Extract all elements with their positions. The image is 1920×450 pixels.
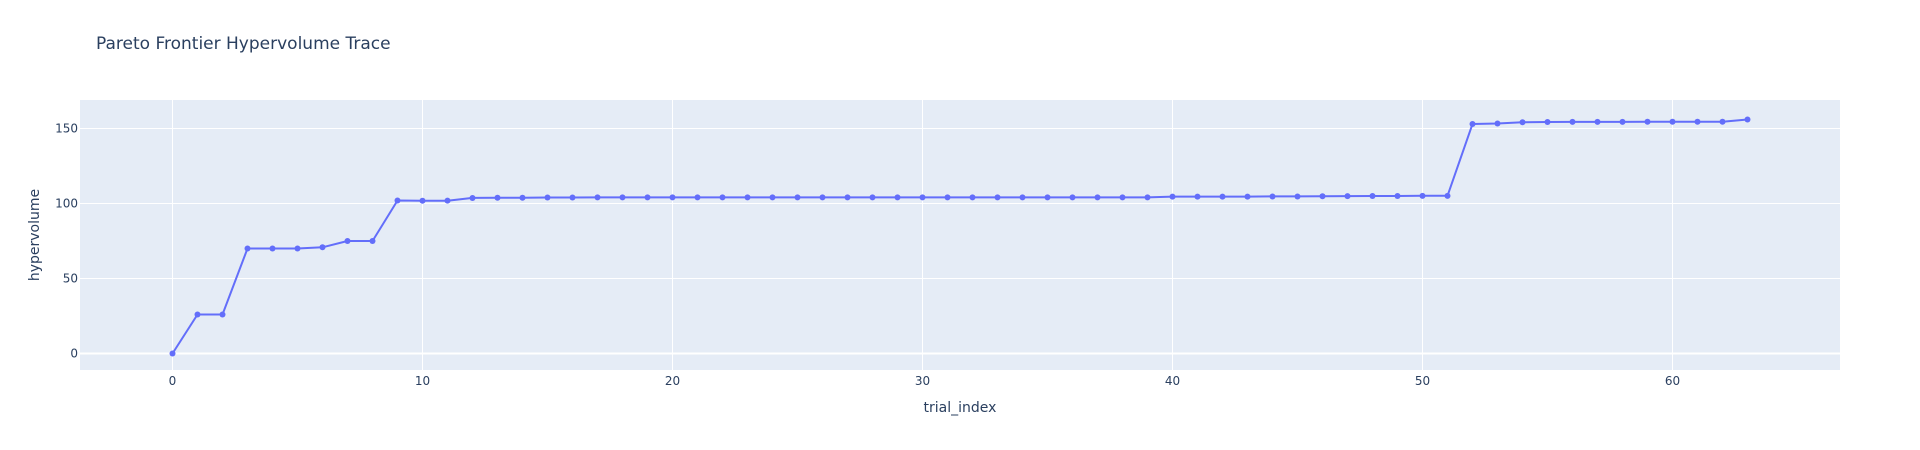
data-point	[1569, 118, 1576, 125]
y-tick-label: 50	[63, 272, 78, 286]
data-point	[969, 194, 976, 201]
data-point	[519, 194, 526, 201]
grid	[80, 100, 1840, 370]
y-tick-label: 150	[55, 122, 78, 136]
data-point	[1194, 193, 1201, 200]
data-point	[669, 194, 676, 201]
data-point	[1669, 118, 1676, 125]
data-point	[369, 238, 376, 244]
data-point	[619, 194, 626, 201]
data-point	[1719, 118, 1726, 125]
data-point	[1019, 194, 1026, 201]
y-axis-title: hypervolume	[27, 189, 43, 281]
data-point	[269, 245, 276, 252]
data-point	[194, 311, 201, 318]
data-point	[244, 245, 251, 252]
data-point	[1344, 193, 1351, 200]
data-point	[719, 194, 726, 201]
data-point	[894, 194, 901, 201]
data-point	[1744, 116, 1751, 123]
data-point	[1169, 193, 1176, 200]
x-tick-label: 30	[915, 374, 930, 388]
data-point	[419, 197, 426, 204]
plot-area	[80, 100, 1840, 370]
data-point	[769, 194, 776, 201]
data-point	[169, 350, 176, 357]
data-point	[1444, 192, 1451, 199]
series-layer	[169, 116, 1751, 357]
x-tick-label: 40	[1165, 374, 1180, 388]
data-point	[1469, 121, 1476, 127]
data-point	[919, 194, 926, 201]
data-point	[1644, 118, 1651, 125]
data-point	[869, 194, 876, 201]
x-tick-label: 0	[169, 374, 177, 388]
data-point	[844, 194, 851, 201]
x-tick-label: 60	[1665, 374, 1680, 388]
y-tick-label: 100	[55, 197, 78, 211]
data-point	[1244, 193, 1251, 200]
data-point	[1219, 193, 1226, 200]
data-point	[494, 194, 501, 201]
data-point	[1544, 119, 1551, 126]
data-point	[1044, 194, 1051, 201]
data-point	[294, 245, 301, 252]
data-point	[344, 238, 351, 244]
data-point	[319, 244, 326, 251]
chart-title: Pareto Frontier Hypervolume Trace	[96, 34, 391, 54]
data-point	[1619, 118, 1626, 125]
data-point	[444, 197, 451, 204]
data-point	[794, 194, 801, 201]
data-point	[944, 194, 951, 201]
x-tick-label: 10	[415, 374, 430, 388]
data-point	[1144, 194, 1151, 201]
data-point	[1119, 194, 1126, 201]
y-tick-label: 0	[70, 347, 78, 361]
tick-labels: 0 10 20 30 40 50 60 0 50 100 150	[55, 122, 1680, 389]
data-point	[1369, 193, 1376, 199]
data-point	[1694, 118, 1701, 125]
data-point	[394, 197, 401, 204]
data-point	[1519, 119, 1526, 126]
x-tick-label: 50	[1415, 374, 1430, 388]
x-tick-label: 20	[665, 374, 680, 388]
data-point	[1319, 193, 1326, 200]
data-point	[994, 194, 1001, 201]
data-point	[1294, 193, 1301, 200]
data-point	[469, 194, 476, 201]
data-point	[1269, 193, 1276, 200]
series-line	[171, 118, 1748, 355]
data-point	[744, 194, 751, 201]
x-axis-title: trial_index	[924, 400, 997, 416]
data-point	[219, 311, 226, 318]
data-point	[694, 194, 701, 201]
data-point	[594, 194, 601, 201]
data-point	[544, 194, 551, 201]
data-point	[569, 194, 576, 201]
data-point	[1419, 192, 1426, 199]
data-point	[819, 194, 826, 201]
data-point	[1094, 194, 1101, 201]
data-point	[1069, 194, 1076, 201]
data-point	[1594, 118, 1601, 125]
data-point	[644, 194, 651, 201]
data-point	[1394, 193, 1401, 199]
data-point	[1494, 120, 1501, 127]
